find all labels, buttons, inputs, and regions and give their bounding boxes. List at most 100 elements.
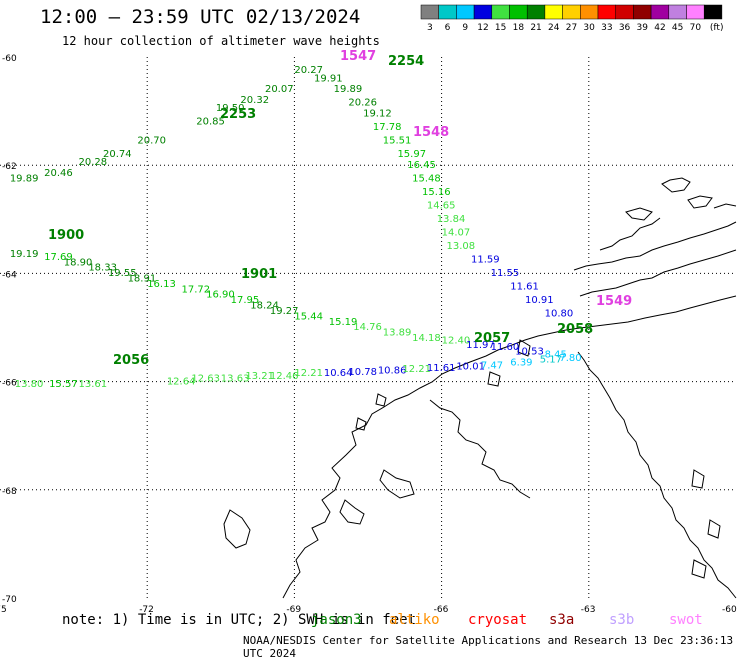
longitude-label: -60 — [722, 605, 737, 615]
pass-time-label: 1549 — [596, 294, 632, 309]
legend-swatch — [473, 4, 493, 20]
swh-value-label: 16.13 — [147, 279, 176, 290]
coastline-segment — [707, 519, 721, 539]
latitude-label: -66 — [2, 379, 17, 389]
note-text: note: 1) Time is in UTC; 2) SWH is in fe… — [62, 612, 417, 628]
swh-value-label: 10.80 — [545, 309, 574, 320]
latitude-label: -60 — [2, 54, 17, 64]
swh-value-label: 16.90 — [206, 290, 235, 301]
swh-value-label: 13.84 — [437, 214, 466, 225]
swh-value-label: 5.17 — [540, 355, 562, 366]
swh-value-label: 19.50 — [216, 103, 245, 114]
legend-tick-label: 39 — [637, 23, 649, 33]
coastline — [223, 177, 737, 599]
satellite-label: jason3 — [311, 612, 362, 628]
legend-swatch — [580, 4, 599, 20]
latitude-label: -68 — [2, 487, 17, 497]
satellite-label: s3a — [549, 612, 575, 628]
satellite-label: altiko — [389, 612, 440, 628]
swh-value-label: 11.97 — [466, 340, 495, 351]
legend-swatch — [544, 4, 563, 20]
pass-time-label: 1547 — [340, 49, 376, 64]
legend-tick-label: 36 — [619, 23, 631, 33]
coastline-segment — [599, 217, 661, 251]
satellite-label: s3b — [609, 612, 635, 628]
legend-tick-label: 70 — [690, 23, 702, 33]
legend-tick-label: 15 — [495, 23, 506, 33]
legend-swatch — [703, 4, 723, 20]
swh-value-label: 18.33 — [88, 263, 117, 274]
satellite-label: cryosat — [468, 612, 528, 628]
swh-value-label: 15.19 — [329, 317, 358, 328]
swh-value-label: 15.44 — [294, 311, 323, 322]
map-title: 12:00 – 23:59 UTC 02/13/2024 — [40, 6, 361, 28]
swh-value-label: 14.65 — [427, 200, 456, 211]
swh-value-label: 12.40 — [442, 336, 471, 347]
swh-value-label: 10.01 — [456, 362, 485, 373]
legend-unit: (ft) — [710, 23, 724, 33]
latitude-label: -62 — [2, 162, 17, 172]
wave-height-observations: 20.2719.9119.8920.2619.1217.7815.5115.97… — [10, 49, 632, 390]
swh-value-label: 10.53 — [515, 347, 544, 358]
legend-tick-label: 24 — [548, 23, 560, 33]
swh-value-label: 19.89 — [10, 173, 39, 184]
swh-value-label: 15.51 — [383, 136, 412, 147]
coastline-segment — [375, 393, 387, 407]
coastline-segment — [691, 469, 705, 489]
swh-value-label: 20.07 — [265, 84, 294, 95]
swh-value-label: 17.72 — [182, 284, 211, 295]
swh-value-label: 18.24 — [250, 301, 279, 312]
swh-value-label: 10.91 — [525, 295, 554, 306]
legend-tick-label: 18 — [513, 23, 525, 33]
lat-lon-grid: -60 -62 -64 -66 -68 -70-75 -72 -69 -66 -63 -60 — [0, 54, 737, 615]
coastline-segment — [339, 499, 365, 525]
swh-value-label: 11.61 — [427, 363, 456, 374]
swh-value-label: 19.91 — [314, 73, 343, 84]
swh-value-label: 6.39 — [510, 357, 532, 368]
swh-value-label: 10.78 — [348, 367, 377, 378]
coastline-segment — [573, 221, 737, 271]
coastline-segment — [661, 177, 691, 193]
swh-value-label: 19.89 — [334, 84, 363, 95]
swh-value-label: 20.85 — [196, 117, 225, 128]
swh-value-label: 14.76 — [353, 322, 382, 333]
swh-value-label: 20.27 — [294, 65, 323, 76]
swh-value-label: 20.32 — [240, 95, 269, 106]
legend-swatch — [650, 4, 670, 20]
legend-tick-label: 30 — [583, 23, 595, 33]
legend-swatch — [438, 4, 457, 20]
swh-value-label: 13.80 — [15, 379, 44, 390]
coastline-segment — [282, 295, 737, 599]
coastline-segment — [577, 351, 737, 599]
map-subtitle: 12 hour collection of altimeter wave hei… — [62, 34, 380, 48]
swh-value-label: 19.27 — [270, 306, 299, 317]
pass-time-label: 2058 — [557, 322, 593, 337]
legend-tick-label: 27 — [566, 23, 577, 33]
swh-value-label: 13.89 — [383, 328, 412, 339]
pass-time-label: 2056 — [113, 353, 149, 368]
swh-value-label: 14.07 — [442, 228, 471, 239]
longitude-label: -75 — [0, 605, 7, 615]
latitude-label: -64 — [2, 270, 17, 280]
pass-time-label: 1548 — [413, 125, 449, 140]
swh-value-label: 11.60 — [491, 342, 520, 353]
swh-value-label: 17.78 — [373, 122, 402, 133]
swh-value-label: 17.95 — [231, 295, 260, 306]
legend-swatch — [456, 4, 475, 20]
longitude-label: -69 — [286, 605, 301, 615]
swh-value-label: 13.08 — [447, 241, 476, 252]
swh-value-label: 12.64 — [167, 376, 196, 387]
swh-value-label: 15.16 — [422, 187, 451, 198]
longitude-label: -72 — [139, 605, 154, 615]
swh-value-label: 13.21 — [245, 371, 274, 382]
swh-value-label: 15.97 — [397, 149, 426, 160]
swh-value-label: 20.70 — [137, 136, 166, 147]
swh-value-label: 19.12 — [363, 109, 392, 120]
pass-time-label: 1901 — [241, 267, 277, 282]
pass-time-label: 2254 — [388, 54, 424, 69]
pass-time-label: 2253 — [220, 107, 256, 122]
swh-value-label: 16.45 — [407, 160, 436, 171]
legend-swatch — [509, 4, 528, 20]
swh-value-label: 14.18 — [412, 333, 441, 344]
